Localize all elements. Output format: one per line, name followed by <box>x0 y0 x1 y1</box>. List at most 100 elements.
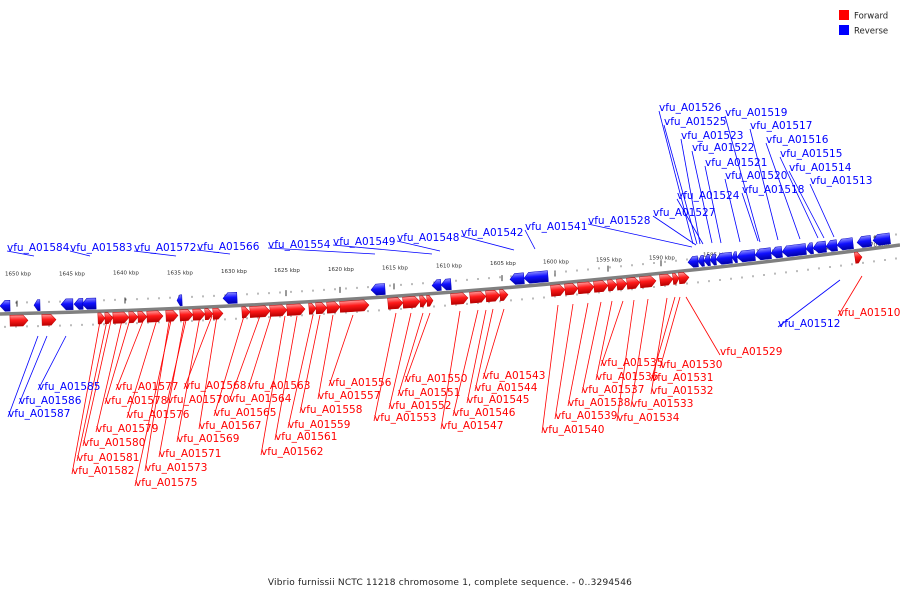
reverse-gene-arrow <box>736 249 756 263</box>
forward-gene-arrow <box>607 279 618 292</box>
leader-line <box>680 138 701 245</box>
gene-label-vfu-a01529: vfu_A01529 <box>720 346 782 358</box>
scale-tick-1615-kbp: 1615 kbp <box>382 265 408 271</box>
leader-line <box>809 183 835 238</box>
gene-label-vfu-a01558: vfu_A01558 <box>300 404 362 416</box>
gene-label-vfu-a01518: vfu_A01518 <box>742 184 804 196</box>
forward-gene-arrow <box>450 292 469 305</box>
leader-line <box>196 249 231 255</box>
leader-line <box>616 299 635 422</box>
forward-gene-arrow <box>387 297 404 310</box>
leader-line <box>474 308 494 392</box>
gene-label-vfu-a01534: vfu_A01534 <box>617 412 680 424</box>
leader-line <box>788 170 825 239</box>
leader-line <box>541 304 559 434</box>
leader-line <box>837 275 863 317</box>
leader-line <box>6 250 35 257</box>
forward-gene-arrow <box>659 273 674 287</box>
gene-label-vfu-a01582: vfu_A01582 <box>72 465 134 477</box>
forward-gene-arrow <box>419 295 428 308</box>
gene-label-vfu-a01532: vfu_A01532 <box>651 385 713 397</box>
forward-gene-arrow <box>179 309 194 322</box>
gene-label-vfu-a01525: vfu_A01525 <box>664 116 726 128</box>
leader-line <box>587 223 693 248</box>
leader-line <box>749 128 779 241</box>
reverse-gene-arrow <box>856 235 872 248</box>
leader-line <box>37 335 67 391</box>
legend-swatch-forward <box>839 10 849 20</box>
scale-tick-1595-kbp: 1595 kbp <box>596 258 622 264</box>
reverse-gene-arrow <box>836 237 854 251</box>
gene-label-vfu-a01583: vfu_A01583 <box>70 242 132 254</box>
gene-label-vfu-a01570: vfu_A01570 <box>167 394 229 406</box>
leader-line <box>115 315 146 391</box>
reverse-gene-arrow <box>176 294 183 307</box>
leader-line <box>650 297 668 395</box>
forward-gene-arrow <box>97 312 106 325</box>
reverse-gene-arrow <box>770 246 783 259</box>
gene-label-vfu-a01540: vfu_A01540 <box>542 424 604 436</box>
gene-label-vfu-a01576: vfu_A01576 <box>127 409 190 421</box>
gene-label-vfu-a01521: vfu_A01521 <box>705 157 767 169</box>
leader-line <box>663 124 698 245</box>
forward-gene-arrow <box>9 314 29 327</box>
leader-line <box>659 296 681 369</box>
forward-gene-arrow <box>577 281 595 295</box>
leader-line <box>76 315 109 462</box>
leader-line <box>95 315 124 433</box>
scale-tick-1650-kbp: 1650 kbp <box>5 272 31 278</box>
reverse-gene-arrow <box>60 298 74 311</box>
scale-tick-1585-kbp: 1585 kbp <box>703 253 729 259</box>
gene-label-vfu-a01561: vfu_A01561 <box>275 431 337 443</box>
legend: Forward Reverse <box>839 10 888 37</box>
gene-label-vfu-a01566: vfu_A01566 <box>197 241 260 253</box>
leader-line <box>82 315 113 447</box>
gene-label-vfu-a01527: vfu_A01527 <box>653 207 715 219</box>
gene-label-vfu-a01578: vfu_A01578 <box>105 395 167 407</box>
gene-label-vfu-a01548: vfu_A01548 <box>397 232 459 244</box>
reverse-gene-arrow <box>781 243 807 257</box>
leader-line <box>274 315 298 441</box>
gene-label-vfu-a01553: vfu_A01553 <box>374 412 436 424</box>
forward-gene-arrow <box>672 273 680 285</box>
forward-gene-arrow <box>485 289 501 303</box>
leader-line <box>440 310 461 430</box>
legend-swatch-reverse <box>839 25 849 35</box>
forward-gene-arrow <box>308 302 317 315</box>
gene-label-vfu-a01587: vfu_A01587 <box>8 408 70 420</box>
forward-gene-arrow <box>339 299 370 313</box>
leader-line <box>452 309 479 417</box>
leader-line <box>144 315 171 472</box>
leader-line <box>779 156 819 239</box>
forward-gene-arrow <box>128 311 139 324</box>
leader-line <box>765 142 801 240</box>
forward-gene-arrow <box>469 291 487 304</box>
gene-label-vfu-a01544: vfu_A01544 <box>475 382 538 394</box>
label-leader-lines <box>6 110 863 487</box>
forward-gene-arrow <box>104 312 114 324</box>
forward-gene-arrow <box>112 311 130 324</box>
forward-gene-arrow <box>249 305 271 318</box>
leader-line <box>396 240 441 252</box>
gene-label-vfu-a01556: vfu_A01556 <box>329 377 392 389</box>
gene-label-vfu-a01536: vfu_A01536 <box>596 371 659 383</box>
leader-line <box>176 315 201 443</box>
gene-label-vfu-a01523: vfu_A01523 <box>681 130 743 142</box>
gene-label-vfu-a01513: vfu_A01513 <box>810 175 872 187</box>
gene-label-vfu-a01563: vfu_A01563 <box>248 380 310 392</box>
leader-line <box>404 312 431 383</box>
leader-line <box>287 314 314 429</box>
leader-line <box>567 302 589 407</box>
reverse-gene-arrow <box>687 255 699 268</box>
leader-line <box>134 315 173 487</box>
leader-line <box>397 312 424 397</box>
scale-tick-1630-kbp: 1630 kbp <box>221 269 247 275</box>
leader-line <box>213 315 245 417</box>
leader-line <box>691 150 713 244</box>
gene-label-vfu-a01539: vfu_A01539 <box>555 410 617 422</box>
forward-gene-arrow <box>137 311 148 323</box>
gene-label-vfu-a01547: vfu_A01547 <box>441 420 503 432</box>
gene-label-vfu-a01580: vfu_A01580 <box>83 437 145 449</box>
gene-label-vfu-a01528: vfu_A01528 <box>588 215 650 227</box>
